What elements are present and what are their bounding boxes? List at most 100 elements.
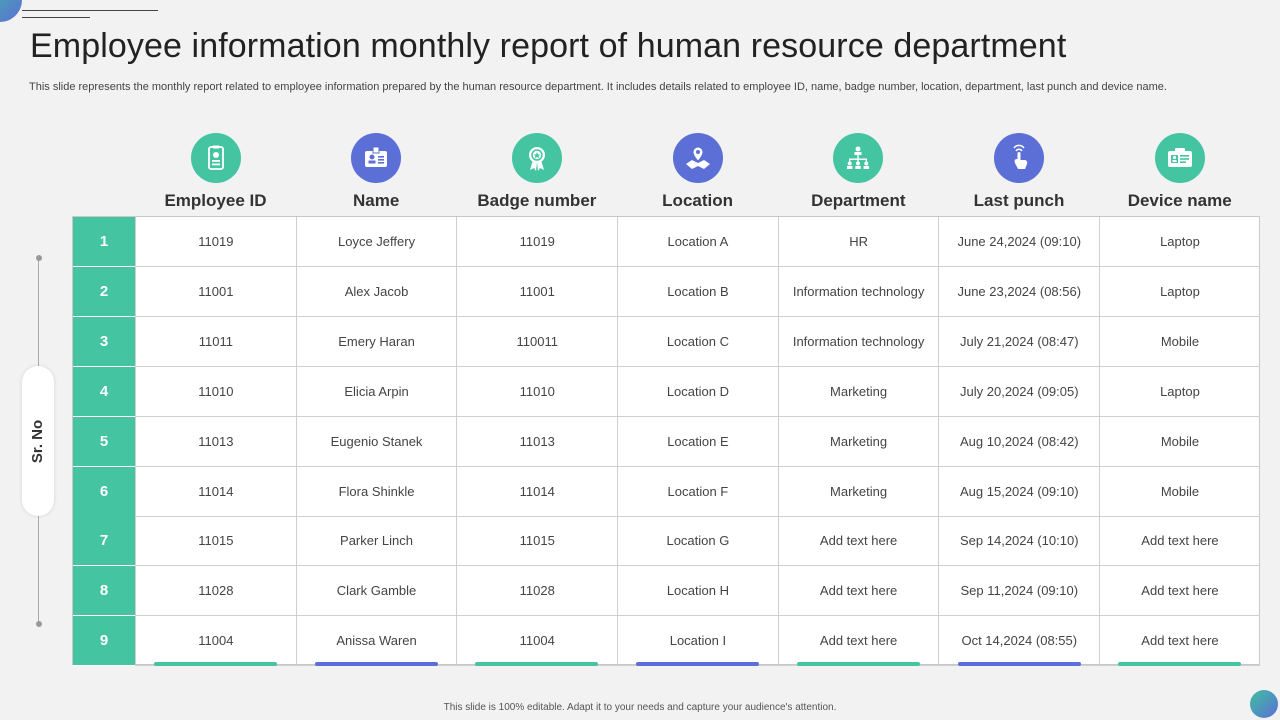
- table-row: 9 11004 Anissa Waren 11004 Location I Add tex…: [73, 616, 1260, 667]
- sr-no-pill: Sr. No: [22, 366, 54, 516]
- table-row: 3 11011 Emery Haran 110011 Location C Informa…: [73, 316, 1260, 367]
- table-cell: June 24,2024 (09:10): [938, 217, 1100, 267]
- row-number: 3: [73, 316, 135, 367]
- table-cell: Aug 15,2024 (09:10): [938, 466, 1100, 517]
- column-header-label: Device name: [1127, 191, 1232, 210]
- column-underline: [1118, 662, 1242, 666]
- table-row: 5 11013 Eugenio Stanek 11013 Location E Marke…: [73, 416, 1260, 467]
- table-cell: 11028: [456, 566, 618, 617]
- column-underline: [154, 662, 277, 666]
- table-cell: Marketing: [777, 466, 939, 517]
- column-header-label: Name: [353, 191, 400, 210]
- column-header: Name: [296, 133, 457, 211]
- table-cell: 11014: [135, 466, 296, 517]
- column-header-label: Badge number: [477, 191, 597, 210]
- table-cell: Location E: [617, 416, 778, 467]
- table-cell: 11001: [456, 266, 618, 317]
- table-cell: 11010: [135, 366, 296, 417]
- table-row: 4 11010 Elicia Arpin 11010 Location D Marketi…: [73, 366, 1260, 417]
- table-cell: 11013: [135, 416, 296, 467]
- page-subtitle: This slide represents the monthly report…: [29, 81, 1167, 93]
- table-cell: Sep 11,2024 (09:10): [938, 566, 1100, 617]
- table-cell: 11004: [135, 616, 296, 667]
- table-cell: 11015: [135, 516, 296, 567]
- table-cell: 110011: [456, 316, 618, 367]
- table-cell: Eugenio Stanek: [295, 416, 457, 467]
- award-badge-icon: [511, 133, 562, 183]
- column-header-label: Last punch: [973, 191, 1065, 210]
- table-cell: Information technology: [777, 266, 939, 317]
- table-cell: July 21,2024 (08:47): [938, 316, 1100, 367]
- name-badge-icon: [351, 133, 402, 183]
- row-number: 7: [73, 516, 135, 567]
- table-cell: Loyce Jeffery: [295, 217, 457, 267]
- map-pin-icon: [672, 133, 723, 183]
- corner-decoration: [1250, 690, 1278, 718]
- table-cell: June 23,2024 (08:56): [938, 266, 1100, 317]
- table-cell: HR: [777, 217, 939, 267]
- column-header-label: Department: [811, 191, 906, 210]
- table-cell: Location H: [617, 566, 778, 617]
- row-number: 9: [73, 616, 135, 667]
- table-cell: Location B: [617, 266, 778, 317]
- table-cell: 11011: [135, 316, 296, 367]
- column-underline: [475, 662, 599, 666]
- row-number: 1: [73, 217, 135, 267]
- table-cell: 11019: [135, 217, 296, 267]
- row-number: 4: [73, 366, 135, 417]
- table-row: 1 11019 Loyce Jeffery 11019 Location A HR June…: [73, 217, 1260, 267]
- table-row: 7 11015 Parker Linch 11015 Location G Add tex…: [73, 516, 1260, 567]
- table-cell: Add text here: [1099, 616, 1260, 667]
- column-header: Badge number: [456, 133, 617, 211]
- column-underline: [636, 662, 760, 666]
- column-underline: [796, 662, 920, 666]
- table-cell: Add text here: [777, 566, 939, 617]
- table-cell: 11014: [456, 466, 618, 517]
- org-chart-icon: [833, 133, 884, 183]
- table-cell: Marketing: [777, 366, 939, 417]
- table-cell: Laptop: [1099, 366, 1260, 417]
- table-cell: Sep 14,2024 (10:10): [938, 516, 1100, 567]
- table-cell: Laptop: [1099, 217, 1260, 267]
- row-number: 5: [73, 416, 135, 467]
- column-header: Location: [617, 133, 778, 211]
- column-underline: [957, 662, 1081, 666]
- side-line-dot: [35, 621, 42, 627]
- table-cell: Anissa Waren: [295, 616, 457, 667]
- table-cell: 11019: [456, 217, 618, 267]
- column-header-label: Employee ID: [164, 191, 267, 210]
- table-cell: Elicia Arpin: [295, 366, 457, 417]
- table-cell: Alex Jacob: [295, 266, 457, 317]
- table-cell: Marketing: [777, 416, 939, 467]
- table-cell: Location I: [617, 616, 778, 667]
- table-cell: Mobile: [1099, 466, 1260, 517]
- side-line-dot: [35, 255, 42, 261]
- decor-line: [22, 10, 158, 11]
- table-cell: July 20,2024 (09:05): [938, 366, 1100, 417]
- table-cell: Location F: [617, 466, 778, 517]
- table-cell: Mobile: [1099, 316, 1260, 367]
- page-title: Employee information monthly report of h…: [30, 27, 1067, 65]
- table-row: 6 11014 Flora Shinkle 11014 Location F Market…: [73, 466, 1260, 517]
- column-header: Department: [778, 133, 939, 211]
- table-cell: Add text here: [1099, 566, 1260, 617]
- table-cell: Add text here: [1099, 516, 1260, 567]
- table-cell: 11013: [456, 416, 618, 467]
- table-cell: Location A: [617, 217, 778, 267]
- table-cell: Add text here: [777, 516, 939, 567]
- fingerprint-touch-icon: [994, 133, 1044, 183]
- column-header-label: Location: [662, 191, 734, 210]
- table-cell: Clark Gamble: [295, 566, 457, 617]
- employee-table: 1 11019 Loyce Jeffery 11019 Location A HR June…: [72, 216, 1260, 667]
- footer-note: This slide is 100% editable. Adapt it to…: [443, 702, 837, 713]
- table-cell: Oct 14,2024 (08:55): [938, 616, 1100, 667]
- row-number: 2: [73, 266, 135, 317]
- table-cell: 11010: [456, 366, 618, 417]
- table-cell: Aug 10,2024 (08:42): [938, 416, 1100, 467]
- decor-line: [22, 17, 90, 18]
- table-cell: 11015: [456, 516, 618, 567]
- table-cell: Location C: [617, 316, 778, 367]
- table-cell: Mobile: [1099, 416, 1260, 467]
- table-cell: 11028: [135, 566, 296, 617]
- table-cell: Emery Haran: [295, 316, 457, 367]
